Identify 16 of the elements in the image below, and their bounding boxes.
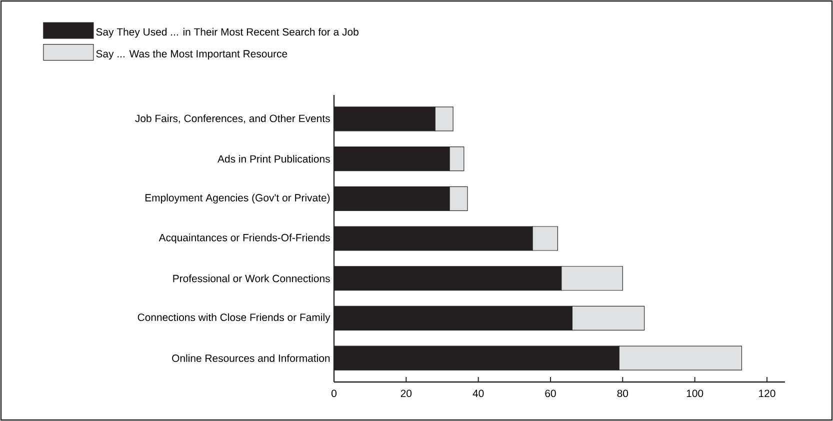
y-tick-label: Job Fairs, Conferences, and Other Events [135,114,330,124]
x-tick-label: 80 [617,390,628,398]
x-tick-label: 60 [545,390,556,398]
y-tick-label: Acquaintances or Friends-Of-Friends [158,234,330,244]
y-tick-label: Online Resources and Information [172,354,330,362]
legend-label: Say They Used ... in Their Most Recent Search for a Job [96,28,358,38]
y-tick-label: Professional or Work Connections [173,274,330,282]
y-tick-label: Connections with Close Friends or Family [138,313,330,324]
x-tick-label: 40 [472,390,484,398]
y-tick-label: Employment Agencies (Gov't or Private) [145,194,330,204]
x-tick-label: 120 [759,390,776,398]
legend-label: Say ... Was the Most Important Resource [96,50,288,60]
y-tick-label: Ads in Print Publications [218,154,330,163]
x-tick-label: 100 [686,390,704,398]
x-tick-label: 20 [400,390,412,398]
x-tick-label: 0 [332,390,337,398]
